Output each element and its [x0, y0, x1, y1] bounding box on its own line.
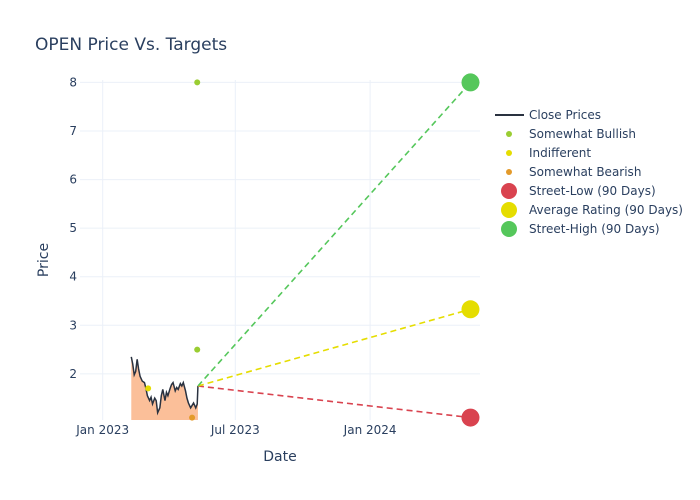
- target-line-street-low-90-days: [197, 385, 471, 419]
- target-point-average-rating-90-days: [461, 300, 480, 319]
- target-point-street-low-90-days: [461, 408, 480, 427]
- x-axis-title: Date: [263, 449, 296, 465]
- y-tick-label: 6: [69, 173, 77, 187]
- target-point-street-high-90-days: [461, 73, 480, 92]
- y-tick-label: 8: [69, 75, 77, 89]
- legend-label-street-low-90-days: Street-Low (90 Days): [529, 184, 656, 198]
- rating-point-somewhat-bearish: [189, 414, 196, 421]
- legend-swatch-somewhat-bullish: [506, 131, 512, 137]
- legend-label-close-prices: Close Prices: [529, 108, 601, 122]
- rating-point-indifferent: [145, 385, 152, 392]
- plot-area: 2 3 4 5 6 7 8 Jan 2023 Jul 2023 Jan 2024: [69, 73, 480, 437]
- y-tick-label: 2: [69, 367, 77, 381]
- y-tick-label: 3: [69, 318, 77, 332]
- legend-label-somewhat-bullish: Somewhat Bullish: [529, 127, 636, 141]
- y-tick-label: 4: [69, 270, 77, 284]
- y-axis-title: Price: [36, 243, 52, 277]
- x-tick-label: Jan 2024: [343, 423, 397, 437]
- chart-title: OPEN Price Vs. Targets: [35, 35, 227, 55]
- rating-point-somewhat-bullish: [194, 346, 201, 353]
- legend-label-average-rating-90-days: Average Rating (90 Days): [529, 203, 683, 217]
- target-line-street-high-90-days: [197, 81, 472, 387]
- rating-point-somewhat-bullish: [194, 79, 201, 86]
- legend-label-indifferent: Indifferent: [529, 146, 591, 160]
- close-price-line: [130, 356, 199, 416]
- legend: Close Prices Somewhat Bullish Indifferent S…: [495, 108, 683, 237]
- legend-swatch-somewhat-bearish: [506, 169, 512, 175]
- legend-swatch-street-low-90-days: [501, 183, 517, 199]
- legend-swatch-average-rating-90-days: [501, 202, 517, 218]
- y-tick-label: 7: [69, 124, 77, 138]
- x-tick-label: Jan 2023: [75, 423, 129, 437]
- x-tick-label: Jul 2023: [210, 423, 260, 437]
- legend-label-street-high-90-days: Street-High (90 Days): [529, 222, 660, 236]
- legend-label-somewhat-bearish: Somewhat Bearish: [529, 165, 641, 179]
- target-line-average-rating-90-days: [197, 308, 471, 387]
- legend-swatch-indifferent: [506, 150, 512, 156]
- y-tick-label: 5: [69, 221, 77, 235]
- legend-swatch-street-high-90-days: [501, 221, 517, 237]
- close-price-area: [131, 356, 198, 420]
